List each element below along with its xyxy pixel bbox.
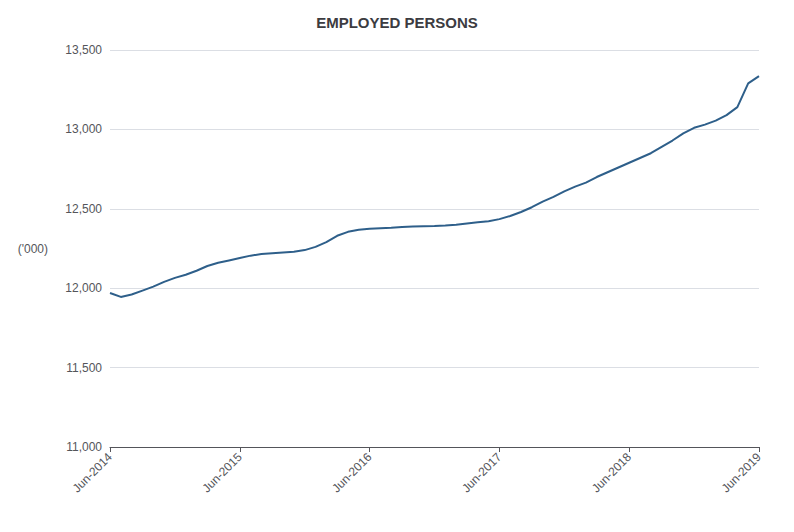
- svg-text:13,500: 13,500: [65, 43, 102, 57]
- svg-text:EMPLOYED PERSONS: EMPLOYED PERSONS: [316, 14, 478, 31]
- svg-text:Jun-2019: Jun-2019: [719, 450, 764, 495]
- svg-text:Jun-2015: Jun-2015: [200, 450, 245, 495]
- svg-text:Jun-2014: Jun-2014: [70, 450, 115, 495]
- svg-text:Jun-2017: Jun-2017: [459, 450, 504, 495]
- svg-text:11,000: 11,000: [66, 440, 102, 454]
- svg-text:('000): ('000): [18, 242, 48, 256]
- svg-text:11,500: 11,500: [66, 361, 102, 375]
- svg-text:13,000: 13,000: [65, 122, 102, 136]
- svg-text:Jun-2018: Jun-2018: [589, 450, 634, 495]
- svg-text:Jun-2016: Jun-2016: [329, 450, 374, 495]
- svg-text:12,000: 12,000: [65, 281, 102, 295]
- svg-text:12,500: 12,500: [65, 202, 102, 216]
